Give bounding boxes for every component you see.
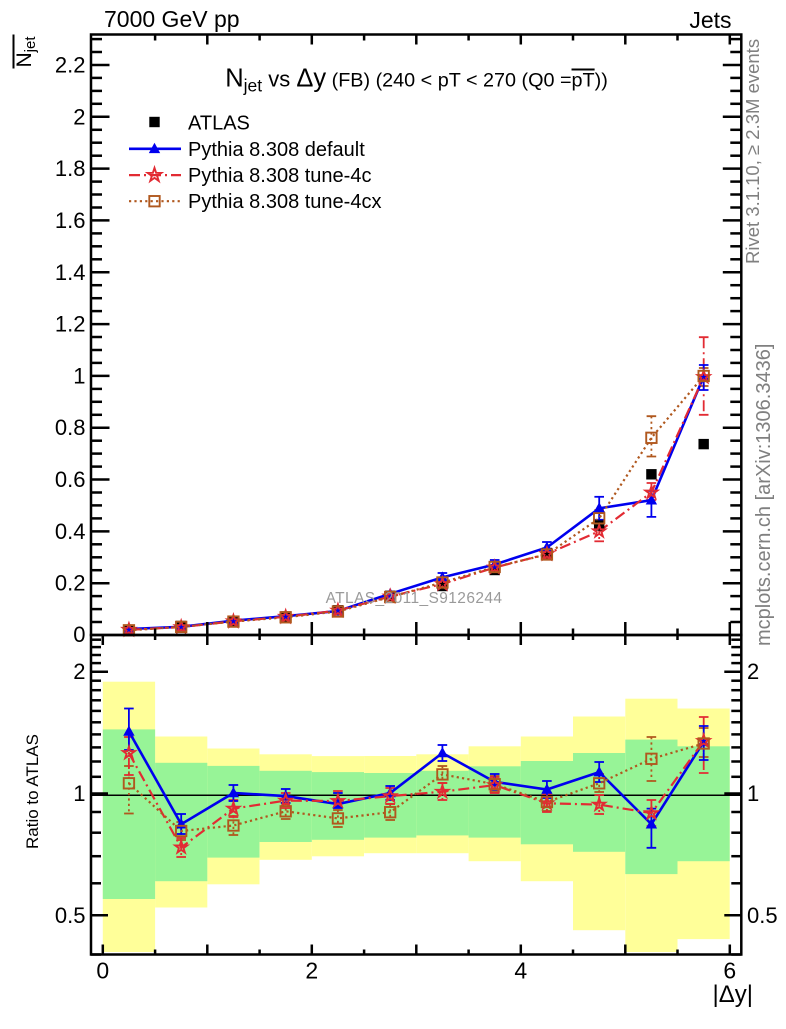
svg-text:2: 2 [305, 958, 318, 984]
svg-text:mcplots.cern.ch [arXiv:1306.34: mcplots.cern.ch [arXiv:1306.3436] [753, 344, 775, 646]
svg-text:1.8: 1.8 [55, 156, 86, 181]
svg-text:0.5: 0.5 [747, 903, 778, 928]
svg-text:2: 2 [73, 659, 85, 684]
svg-text:1: 1 [747, 781, 759, 806]
svg-text:2: 2 [73, 104, 85, 129]
svg-text:0.5: 0.5 [55, 903, 86, 928]
svg-text:1.6: 1.6 [55, 208, 86, 233]
svg-text:Rivet 3.1.10, ≥ 2.3M events: Rivet 3.1.10, ≥ 2.3M events [742, 39, 763, 264]
svg-text:ATLAS_2011_S9126244: ATLAS_2011_S9126244 [326, 590, 503, 607]
svg-text:0.4: 0.4 [55, 519, 86, 544]
svg-text:Pythia 8.308 tune-4c: Pythia 8.308 tune-4c [188, 165, 371, 187]
svg-text:Pythia 8.308 tune-4cx: Pythia 8.308 tune-4cx [188, 191, 381, 213]
svg-text:ATLAS: ATLAS [188, 112, 250, 134]
svg-text:7000 GeV pp: 7000 GeV pp [104, 6, 240, 32]
svg-text:|Δy|: |Δy| [713, 981, 754, 1008]
svg-text:0.6: 0.6 [55, 467, 86, 492]
svg-text:1.2: 1.2 [55, 312, 86, 337]
svg-text:2: 2 [747, 659, 759, 684]
svg-text:1: 1 [73, 363, 85, 388]
svg-text:6: 6 [723, 958, 736, 984]
svg-text:Njet vs Δy (FB) (240 < pT < 27: Njet vs Δy (FB) (240 < pT < 270 (Q0 =pT)… [225, 65, 608, 96]
svg-text:Jets: Jets [689, 7, 731, 33]
svg-text:Ratio to ATLAS: Ratio to ATLAS [23, 734, 42, 849]
svg-text:0.2: 0.2 [55, 571, 86, 596]
svg-text:1: 1 [73, 781, 85, 806]
svg-text:0: 0 [73, 622, 85, 647]
svg-text:0: 0 [96, 958, 109, 984]
svg-text:4: 4 [514, 958, 527, 984]
svg-text:2.2: 2.2 [55, 53, 86, 78]
svg-text:1.4: 1.4 [55, 260, 86, 285]
svg-text:0.8: 0.8 [55, 415, 86, 440]
svg-text:Pythia 8.308 default: Pythia 8.308 default [188, 139, 365, 161]
